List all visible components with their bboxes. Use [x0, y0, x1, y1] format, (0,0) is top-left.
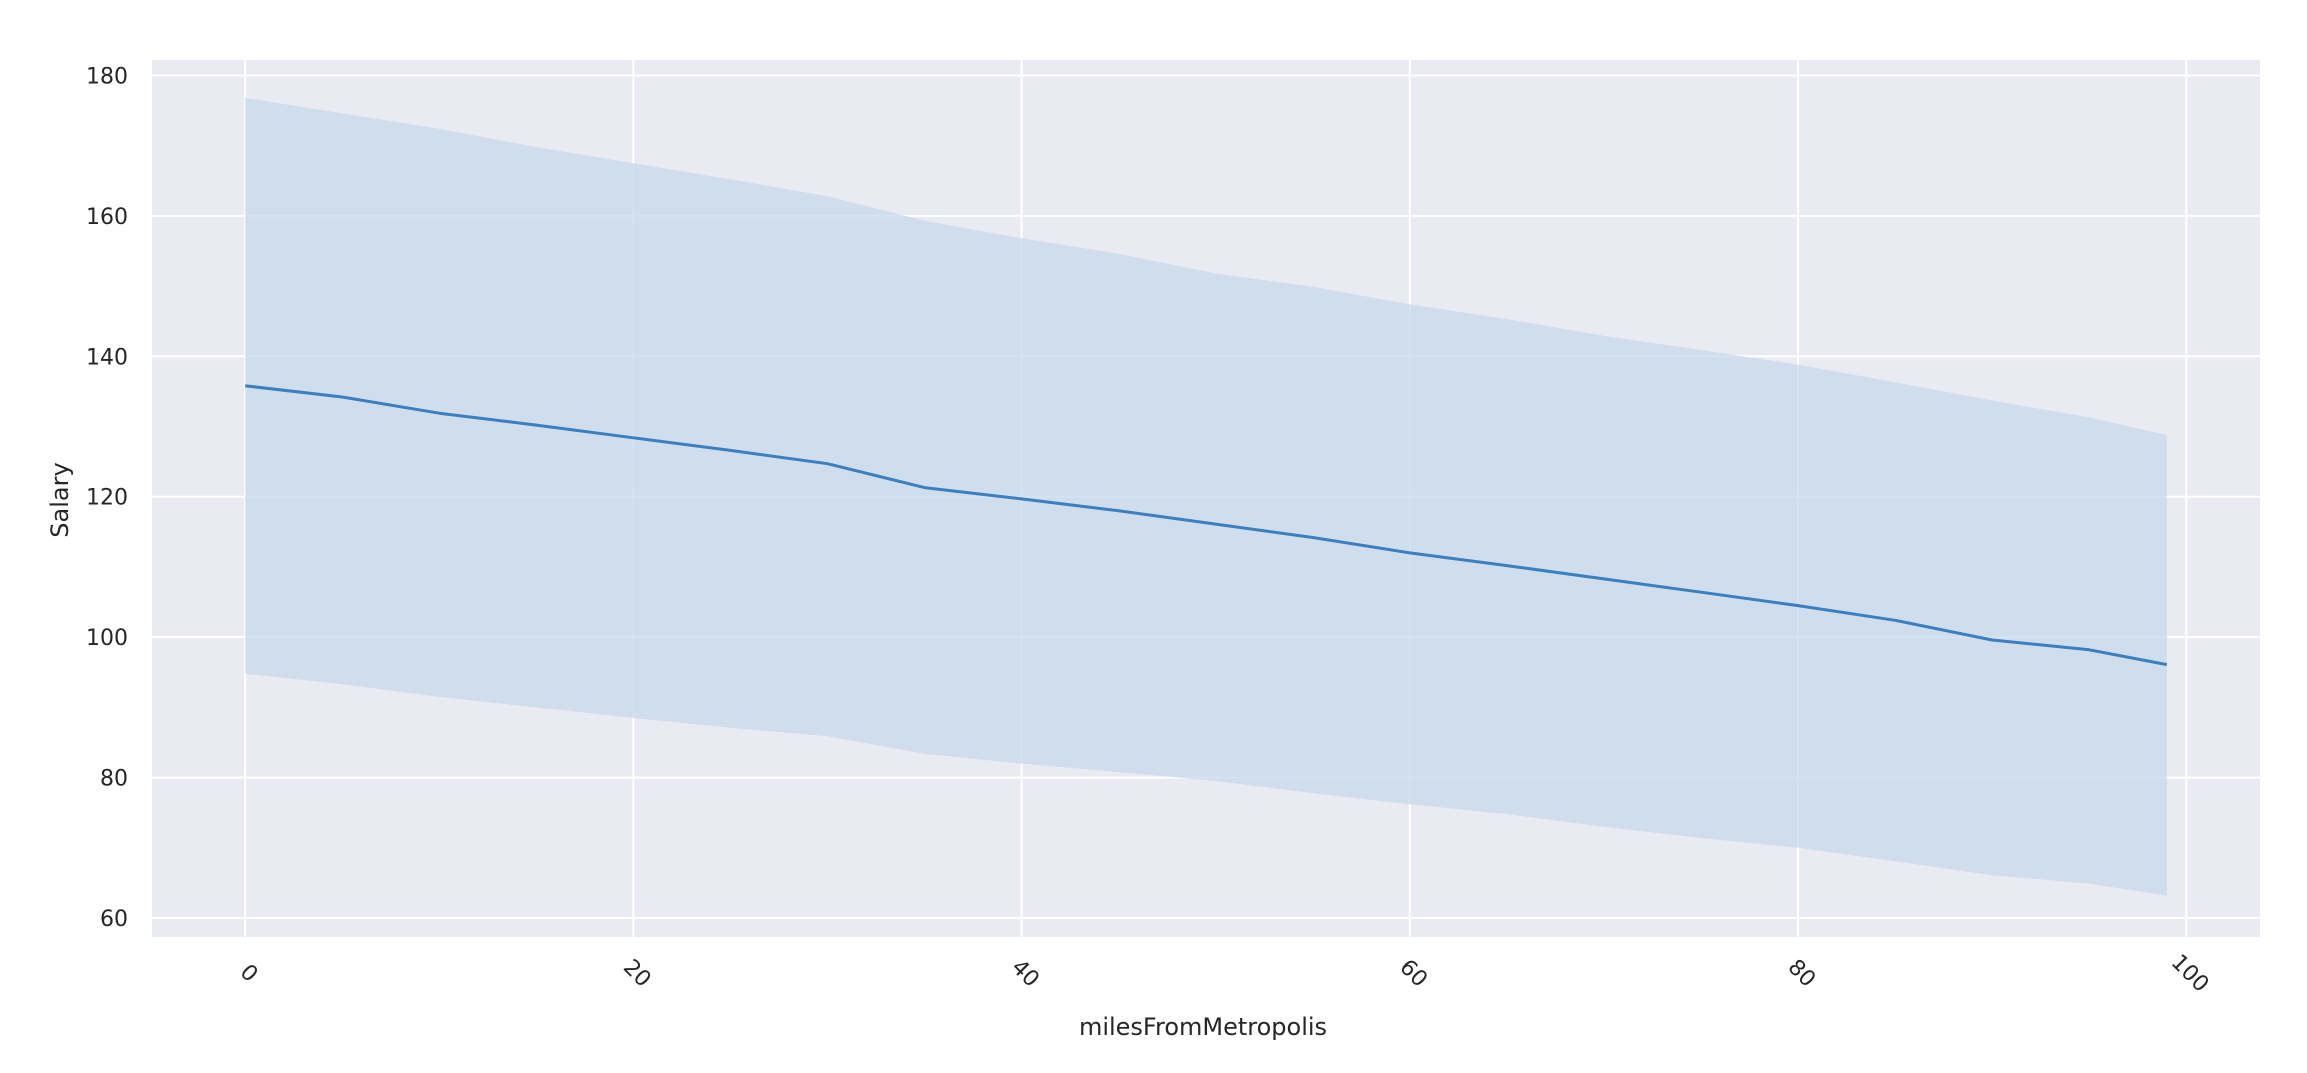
- y-tick-label: 140: [86, 345, 128, 370]
- y-tick-label: 100: [86, 626, 128, 651]
- x-tick-label: 100: [2166, 950, 2213, 997]
- y-tick-label: 160: [86, 205, 128, 230]
- x-tick-label: 60: [1394, 955, 1431, 992]
- y-tick-label: 120: [86, 486, 128, 511]
- confidence-band: [245, 97, 2167, 896]
- y-tick-label: 60: [100, 907, 128, 932]
- salary-line: [245, 384, 2168, 667]
- y-tick-labels: 60 80 100 120 140 160 180: [86, 64, 128, 932]
- x-tick-label: 80: [1783, 955, 1820, 992]
- x-tick-label: 40: [1006, 955, 1043, 992]
- x-tick-labels: 0 20 40 60 80 100: [235, 950, 2214, 997]
- x-tick-label: 20: [618, 955, 655, 992]
- y-tick-label: 80: [100, 767, 128, 792]
- x-axis-label: milesFromMetropolis: [1079, 1013, 1327, 1041]
- x-tick-label: 0: [235, 960, 263, 988]
- y-tick-label: 180: [86, 64, 128, 89]
- y-axis-label: Salary: [46, 462, 74, 537]
